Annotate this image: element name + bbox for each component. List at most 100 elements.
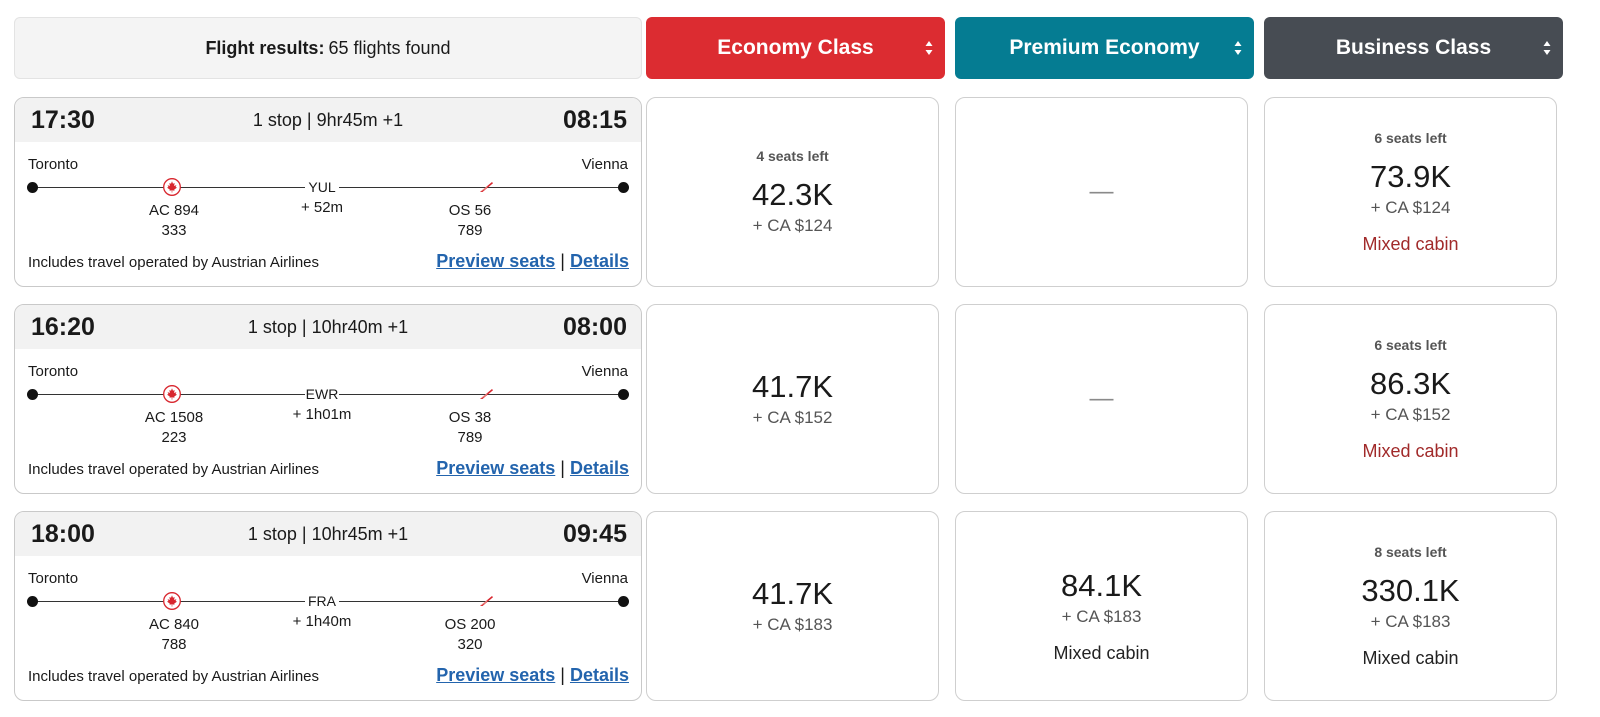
connection-airport: EWR	[305, 385, 339, 403]
economy-fare-cell[interactable]: 4 seats left 42.3K + CA $124	[646, 97, 939, 287]
flight-number: AC 894	[148, 202, 200, 219]
flight-results-summary: Flight results: 65 flights found	[14, 17, 642, 79]
origin-city: Toronto	[28, 570, 79, 587]
unavailable-dash: —	[1089, 385, 1114, 412]
segment-1: AC 1508 223	[129, 408, 219, 448]
premium-fare-cell: —	[955, 304, 1248, 494]
details-link[interactable]: Details	[569, 251, 629, 271]
fare-taxes: + CA $152	[1370, 404, 1451, 424]
fare-points: 41.7K	[751, 576, 833, 611]
operated-by-note: Includes travel operated by Austrian Air…	[28, 254, 319, 271]
fare-points: 330.1K	[1361, 572, 1460, 608]
business-fare-cell[interactable]: 6 seats left 86.3K + CA $152 Mixed cabin	[1264, 304, 1557, 494]
seats-left: 4 seats left	[756, 148, 829, 164]
flight-card: 18:00 1 stop | 10hr45m +1 09:45 Toronto …	[14, 511, 642, 701]
preview-seats-link[interactable]: Preview seats	[436, 458, 556, 478]
origin-dot	[27, 182, 38, 193]
card-links: Preview seats | Details	[436, 251, 629, 272]
aircraft-type: 789	[457, 429, 483, 446]
flight-summary: 1 stop | 10hr45m +1	[247, 523, 409, 544]
flight-number: OS 200	[444, 616, 496, 633]
details-link[interactable]: Details	[569, 665, 629, 685]
layover-duration: + 1h40m	[292, 613, 352, 630]
segment-1: AC 894 333	[129, 201, 219, 241]
fare-taxes: + CA $183	[752, 615, 833, 634]
flight-summary: 1 stop | 10hr40m +1	[247, 316, 409, 337]
economy-fare-cell[interactable]: 41.7K + CA $152	[646, 304, 939, 494]
mixed-cabin-note: Mixed cabin	[1362, 647, 1459, 668]
arrival-time: 09:45	[563, 519, 627, 548]
business-fare-cell[interactable]: 8 seats left 330.1K + CA $183 Mixed cabi…	[1264, 511, 1557, 701]
flight-number: OS 38	[448, 409, 492, 426]
segment-2: OS 200 320	[425, 615, 515, 655]
connection-airport: YUL	[305, 178, 339, 196]
business-class-header[interactable]: Business Class	[1264, 17, 1563, 79]
destination-city: Vienna	[581, 570, 628, 587]
maple-leaf-icon	[163, 178, 181, 196]
mixed-cabin-note: Mixed cabin	[1362, 440, 1459, 461]
flight-card: 16:20 1 stop | 10hr40m +1 08:00 Toronto …	[14, 304, 642, 494]
origin-dot	[27, 596, 38, 607]
link-separator: |	[560, 251, 565, 271]
premium-fare-cell: —	[955, 97, 1248, 287]
fare-taxes: + CA $124	[752, 216, 833, 235]
fare-points: 86.3K	[1369, 365, 1451, 401]
seats-left: 8 seats left	[1374, 543, 1447, 560]
austrian-logo-icon	[480, 596, 493, 606]
business-class-label: Business Class	[1335, 36, 1492, 59]
economy-fare-cell[interactable]: 41.7K + CA $183	[646, 511, 939, 701]
flight-results-label: Flight results:	[205, 37, 325, 58]
operated-by-note: Includes travel operated by Austrian Air…	[28, 668, 319, 685]
origin-dot	[27, 389, 38, 400]
details-link[interactable]: Details	[569, 458, 629, 478]
arrival-time: 08:15	[563, 105, 627, 134]
flight-summary: 1 stop | 9hr45m +1	[252, 109, 404, 130]
sort-arrows-icon	[1234, 41, 1242, 55]
card-links: Preview seats | Details	[436, 458, 629, 479]
destination-city: Vienna	[581, 363, 628, 380]
departure-time: 16:20	[31, 312, 95, 341]
business-fare-cell[interactable]: 6 seats left 73.9K + CA $124 Mixed cabin	[1264, 97, 1557, 287]
sort-arrows-icon	[925, 41, 933, 55]
segment-2: OS 56 789	[425, 201, 515, 241]
mixed-cabin-note: Mixed cabin	[1362, 233, 1459, 254]
destination-dot	[618, 596, 629, 607]
link-separator: |	[560, 665, 565, 685]
austrian-logo-icon	[480, 389, 493, 399]
austrian-logo-icon	[480, 182, 493, 192]
flight-results-count: 65 flights found	[328, 37, 451, 58]
fare-points: 41.7K	[751, 369, 833, 404]
origin-city: Toronto	[28, 363, 79, 380]
fare-taxes: + CA $124	[1370, 197, 1451, 217]
sort-arrows-icon	[1543, 41, 1551, 55]
preview-seats-link[interactable]: Preview seats	[436, 251, 556, 271]
connection-airport: FRA	[305, 592, 339, 610]
fare-points: 42.3K	[751, 177, 833, 212]
economy-class-label: Economy Class	[717, 36, 874, 59]
maple-leaf-icon	[163, 385, 181, 403]
premium-fare-cell[interactable]: 84.1K + CA $183 Mixed cabin	[955, 511, 1248, 701]
fare-taxes: + CA $183	[1370, 611, 1451, 631]
premium-economy-header[interactable]: Premium Economy	[955, 17, 1254, 79]
arrival-time: 08:00	[563, 312, 627, 341]
segment-1: AC 840 788	[129, 615, 219, 655]
maple-leaf-icon	[163, 592, 181, 610]
origin-city: Toronto	[28, 156, 79, 173]
unavailable-dash: —	[1089, 178, 1114, 205]
economy-class-header[interactable]: Economy Class	[646, 17, 945, 79]
premium-economy-label: Premium Economy	[1009, 36, 1200, 59]
flight-card-header: 17:30 1 stop | 9hr45m +1 08:15	[15, 98, 641, 142]
flight-number: AC 840	[148, 616, 200, 633]
flight-card-header: 16:20 1 stop | 10hr40m +1 08:00	[15, 305, 641, 349]
flight-card-header: 18:00 1 stop | 10hr45m +1 09:45	[15, 512, 641, 556]
seats-left: 6 seats left	[1374, 129, 1447, 146]
layover-duration: + 52m	[300, 199, 344, 216]
flight-number: AC 1508	[144, 409, 204, 426]
card-links: Preview seats | Details	[436, 665, 629, 686]
operated-by-note: Includes travel operated by Austrian Air…	[28, 461, 319, 478]
flight-number: OS 56	[448, 202, 492, 219]
link-separator: |	[560, 458, 565, 478]
preview-seats-link[interactable]: Preview seats	[436, 665, 556, 685]
fare-taxes: + CA $183	[1061, 606, 1142, 626]
aircraft-type: 223	[161, 429, 187, 446]
